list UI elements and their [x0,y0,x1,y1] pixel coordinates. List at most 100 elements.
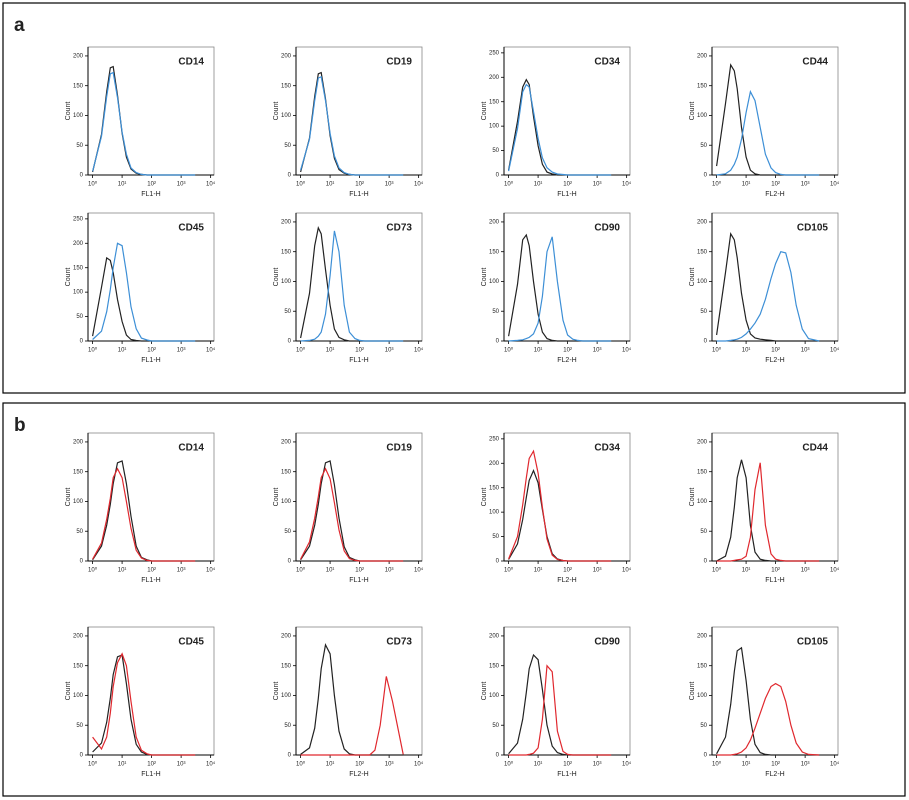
y-tick-label: 50 [76,143,83,149]
x-tick-label: 10⁰ [296,347,306,354]
x-axis-label: FL2-H [765,771,784,778]
x-tick-label: 10² [563,762,572,768]
histogram-line [716,232,820,342]
y-tick-label: 250 [489,50,500,56]
y-axis-label: Count [65,682,72,701]
histogram-line [300,676,404,756]
x-tick-label: 10³ [801,182,810,188]
y-tick-label: 200 [281,440,292,446]
y-tick-label: 150 [697,83,708,89]
x-tick-label: 10⁴ [830,567,840,574]
y-tick-label: 50 [700,723,707,729]
y-tick-label: 0 [496,753,500,759]
x-axis-label: FL1-H [141,191,160,198]
y-tick-label: 100 [489,693,500,699]
x-tick-label: 10⁴ [414,181,424,188]
y-axis-label: Count [273,488,280,507]
x-tick-label: 10³ [801,348,810,354]
x-tick-label: 10⁰ [712,347,722,354]
y-tick-label: 150 [697,663,708,669]
chart-title: CD19 [386,443,412,454]
x-tick-label: 10² [355,182,364,188]
x-tick-label: 10¹ [118,762,127,768]
histogram-line [508,233,612,342]
y-tick-label: 0 [80,339,84,345]
y-tick-label: 200 [73,54,84,60]
x-tick-label: 10³ [385,568,394,574]
y-tick-label: 50 [76,529,83,535]
x-tick-label: 10³ [801,568,810,574]
x-tick-label: 10² [563,568,572,574]
x-tick-label: 10³ [593,762,602,768]
chart-title: CD44 [802,443,828,454]
y-axis-label: Count [689,682,696,701]
y-tick-label: 100 [281,113,292,119]
histogram-line [92,242,196,342]
y-tick-label: 100 [281,499,292,505]
y-axis-label: Count [273,682,280,701]
y-tick-label: 200 [489,75,500,81]
chart-title: CD90 [594,637,620,648]
x-tick-label: 10¹ [534,762,543,768]
chart-title: CD105 [797,223,829,234]
y-axis-label: Count [273,102,280,121]
y-tick-label: 0 [80,173,84,179]
y-tick-label: 200 [281,220,292,226]
y-tick-label: 50 [284,143,291,149]
x-tick-label: 10⁴ [206,567,216,574]
x-tick-label: 10² [147,182,156,188]
panel-frame [2,402,906,797]
histogram-line [716,63,820,176]
y-tick-label: 100 [697,499,708,505]
y-tick-label: 0 [496,559,500,565]
y-axis-label: Count [65,488,72,507]
x-axis-label: FL1-H [349,357,368,364]
x-tick-label: 10² [147,762,156,768]
x-tick-label: 10² [563,348,572,354]
x-tick-label: 10¹ [326,568,335,574]
x-tick-label: 10¹ [118,182,127,188]
panel-label: b [14,415,26,436]
chart-title: CD45 [178,637,204,648]
x-tick-label: 10⁴ [414,761,424,768]
y-tick-label: 0 [80,753,84,759]
y-tick-label: 100 [281,279,292,285]
y-axis-label: Count [481,102,488,121]
histogram-line [716,89,820,176]
y-tick-label: 0 [288,173,292,179]
x-axis-label: FL2-H [557,357,576,364]
y-axis-label: Count [65,268,72,287]
y-tick-label: 200 [489,461,500,467]
histogram-line [508,664,612,756]
x-tick-label: 10⁴ [830,347,840,354]
x-axis-label: FL2-H [765,191,784,198]
y-tick-label: 200 [73,241,84,247]
y-tick-label: 150 [73,469,84,475]
y-tick-label: 50 [700,143,707,149]
x-tick-label: 10¹ [534,568,543,574]
y-tick-label: 250 [489,436,500,442]
y-tick-label: 150 [489,485,500,491]
histogram-line [508,236,612,342]
histogram-line [508,449,612,562]
chart-title: CD34 [594,443,620,454]
x-axis-label: FL1-H [141,357,160,364]
y-tick-label: 200 [73,634,84,640]
panel-label: a [14,15,25,36]
y-tick-label: 200 [697,440,708,446]
y-tick-label: 200 [281,634,292,640]
x-axis-label: FL1-H [349,191,368,198]
x-axis-label: FL1-H [765,577,784,584]
histogram-line [716,646,820,756]
x-tick-label: 10³ [385,348,394,354]
x-axis-label: FL1-H [141,577,160,584]
histogram-line [92,654,196,756]
histogram-line [300,643,404,756]
chart-title: CD73 [386,637,412,648]
y-tick-label: 150 [73,663,84,669]
y-tick-label: 150 [281,663,292,669]
x-tick-label: 10¹ [534,182,543,188]
y-tick-label: 150 [697,249,708,255]
x-tick-label: 10¹ [742,568,751,574]
